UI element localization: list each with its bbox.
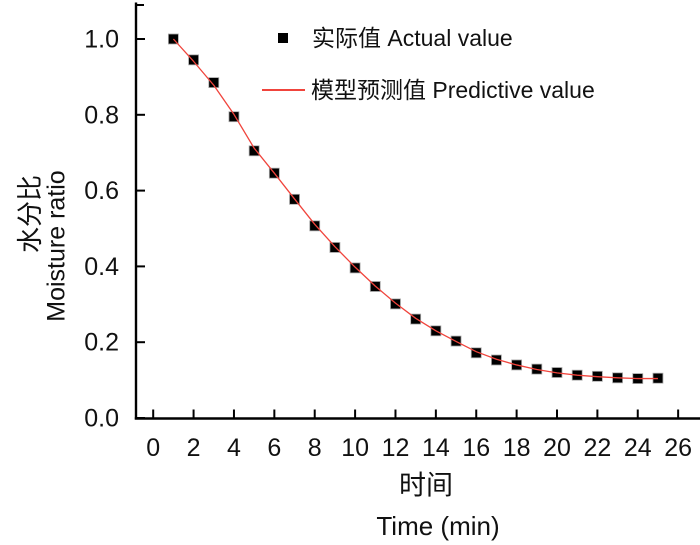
x-axis-title-chinese: 时间 [399, 470, 453, 501]
x-tick-label: 24 [624, 434, 652, 462]
actual-value-marker [188, 54, 199, 66]
legend-label-actual: 实际值 Actual value [312, 24, 513, 51]
x-tick-label: 14 [422, 434, 450, 462]
y-tick-label: 0.6 [84, 177, 119, 205]
y-axis-title-chinese: 水分比 [15, 174, 45, 254]
y-tick-label: 0.8 [84, 101, 119, 129]
x-tick-label: 22 [583, 434, 611, 462]
y-axis-title-english: Moisture ratio [42, 170, 71, 322]
legend-item-actual: 实际值 Actual value [260, 24, 595, 52]
x-tick-label: 26 [664, 434, 692, 462]
x-tick-label: 20 [543, 434, 571, 462]
actual-value-marker [309, 220, 321, 232]
legend-item-predicted: 模型预测值 Predictive value [260, 76, 595, 104]
y-tick-label: 0.0 [84, 405, 119, 433]
x-tick-label: 0 [146, 434, 160, 462]
y-tick-label: 0.2 [84, 329, 119, 357]
x-tick-label: 2 [187, 434, 201, 462]
actual-value-marker [228, 111, 240, 123]
x-tick-label: 8 [308, 434, 322, 462]
x-tick-label: 18 [503, 434, 531, 462]
x-tick-label: 16 [462, 434, 490, 462]
x-tick-label: 10 [341, 434, 369, 462]
actual-value-marker [248, 145, 260, 157]
actual-value-marker [470, 347, 482, 359]
legend-label-predicted: 模型预测值 Predictive value [311, 76, 595, 103]
legend: 实际值 Actual value 模型预测值 Predictive value [260, 24, 595, 104]
y-tick-label: 1.0 [84, 26, 119, 54]
red-line-icon [262, 89, 305, 91]
x-tick-label: 4 [227, 434, 241, 462]
black-square-marker-icon [278, 33, 288, 43]
actual-value-marker [208, 77, 220, 88]
x-axis-title-english: Time (min) [376, 511, 500, 541]
x-tick-label: 12 [382, 434, 410, 462]
x-tick-label: 6 [267, 434, 281, 462]
y-tick-label: 0.4 [84, 253, 119, 281]
predicted-value-line [172, 38, 658, 380]
